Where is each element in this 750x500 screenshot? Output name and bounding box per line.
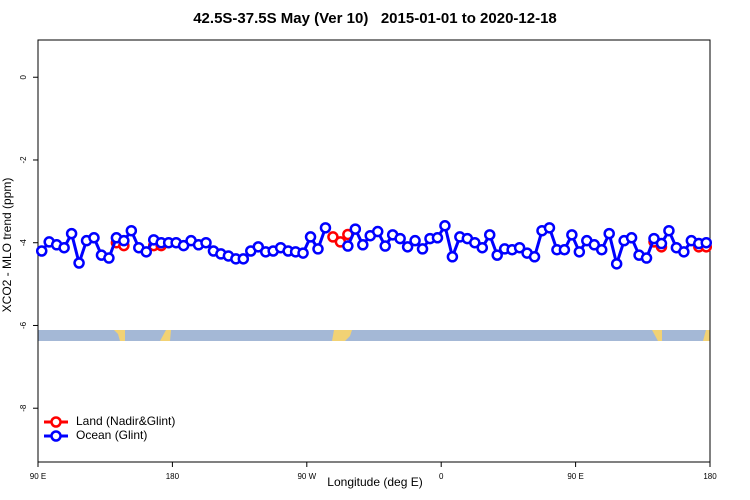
x-tick-label: 90 E <box>567 472 583 481</box>
point <box>431 232 444 244</box>
legend-label: Land (Nadir&Glint) <box>76 414 175 428</box>
point <box>416 243 429 255</box>
point <box>103 252 115 264</box>
point <box>349 223 362 235</box>
legend-marker <box>50 430 62 442</box>
point <box>357 239 369 251</box>
point <box>469 236 481 249</box>
point <box>177 239 190 252</box>
legend-label: Ocean (Glint) <box>76 428 147 442</box>
point <box>297 247 309 259</box>
point <box>140 246 153 258</box>
point <box>401 241 414 253</box>
x-tick-label: 0 <box>439 472 444 481</box>
point <box>700 236 713 249</box>
series <box>35 220 713 270</box>
point <box>566 229 578 241</box>
ocean-strip <box>38 330 710 341</box>
point <box>558 244 571 256</box>
point <box>476 241 489 254</box>
x-tick-label: 90 W <box>297 472 316 481</box>
point <box>319 222 332 234</box>
point <box>327 231 339 243</box>
point <box>304 231 317 243</box>
x-tick-label: 90 E <box>30 472 46 481</box>
point <box>73 257 85 269</box>
point <box>88 232 100 244</box>
land-patch <box>652 330 662 341</box>
point <box>371 225 384 238</box>
point <box>379 240 391 252</box>
point <box>312 243 324 255</box>
point <box>610 258 623 270</box>
y-tick-label: -2 <box>19 156 28 164</box>
point <box>65 227 78 240</box>
point <box>513 241 526 254</box>
point <box>603 227 615 240</box>
point <box>125 224 138 237</box>
point <box>58 241 70 254</box>
y-tick-label: 0 <box>19 74 28 79</box>
point <box>394 232 406 245</box>
surface-strip <box>38 330 710 341</box>
point <box>528 251 541 263</box>
point <box>655 237 668 250</box>
point <box>640 252 653 264</box>
point <box>678 246 690 258</box>
chart-title: 42.5S-37.5S May (Ver 10) 2015-01-01 to 2… <box>193 10 557 27</box>
land-patch <box>332 330 352 341</box>
point <box>625 232 638 244</box>
x-tick-label: 180 <box>703 472 717 481</box>
land-patch <box>114 330 125 341</box>
point <box>237 253 250 265</box>
point <box>118 234 130 247</box>
land-patch <box>160 330 171 341</box>
point <box>252 241 265 253</box>
point <box>483 229 496 241</box>
y-tick-label: -8 <box>19 404 28 412</box>
y-axis-label: XCO2 - MLO trend (ppm) <box>0 178 14 313</box>
x-tick-label: 180 <box>166 472 180 481</box>
point <box>573 246 586 258</box>
point <box>491 249 503 261</box>
point <box>446 251 459 263</box>
x-axis-label: Longitude (deg E) <box>327 475 422 489</box>
land-patch <box>703 330 710 341</box>
y-tick-label: -4 <box>19 239 28 247</box>
point <box>663 224 675 237</box>
point <box>543 222 556 234</box>
y-tick-label: -6 <box>19 321 28 329</box>
point <box>595 244 608 256</box>
point <box>200 236 212 249</box>
point <box>648 232 660 245</box>
point <box>588 239 601 251</box>
point <box>409 234 421 247</box>
point <box>342 240 354 252</box>
legend-marker <box>50 416 62 428</box>
point <box>439 220 451 232</box>
point <box>35 245 48 257</box>
